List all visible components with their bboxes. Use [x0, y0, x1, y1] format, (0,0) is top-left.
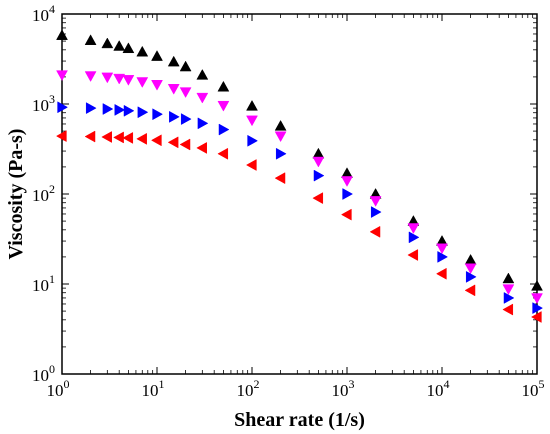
data-point [274, 131, 287, 143]
data-point [502, 303, 514, 316]
data-point [150, 134, 162, 147]
data-point [122, 131, 134, 144]
data-point [274, 172, 286, 185]
data-point [102, 103, 114, 115]
series-3 [55, 130, 542, 323]
data-point [274, 119, 287, 131]
data-point [123, 104, 135, 117]
data-point [196, 142, 207, 154]
data-point [136, 77, 149, 88]
data-point [101, 131, 112, 143]
data-point [197, 117, 209, 130]
data-point [151, 50, 163, 61]
data-point [247, 134, 259, 147]
data-point [113, 73, 126, 85]
data-point [218, 123, 230, 136]
data-point [56, 29, 68, 40]
data-point [84, 130, 96, 143]
data-point [502, 284, 515, 296]
series-1 [56, 70, 543, 304]
data-point [342, 188, 354, 200]
data-point [312, 192, 324, 205]
y-tick-label: 104 [32, 2, 55, 25]
data-point [369, 225, 381, 238]
data-point [408, 231, 420, 244]
data-point [407, 223, 420, 234]
data-layer [55, 29, 544, 323]
x-tick-label: 101 [142, 377, 165, 400]
y-tick-label: 100 [32, 362, 55, 385]
data-point [152, 108, 164, 121]
data-point [196, 92, 209, 104]
data-point [113, 40, 126, 51]
data-point [136, 45, 149, 57]
data-point [179, 60, 192, 72]
data-point [114, 103, 126, 116]
data-point [122, 42, 135, 54]
data-point [464, 263, 477, 275]
data-point [169, 110, 180, 123]
data-point [531, 293, 543, 304]
data-point [56, 70, 68, 82]
data-point [179, 87, 192, 98]
data-point [313, 169, 325, 182]
data-point [436, 243, 448, 255]
x-tick-label: 102 [237, 377, 260, 400]
data-point [503, 292, 515, 304]
data-point [167, 136, 179, 149]
data-point [122, 75, 135, 86]
data-point [370, 206, 382, 218]
data-point [101, 72, 114, 84]
data-point [369, 196, 382, 207]
y-axis-label: Viscosity (Pa-s) [5, 129, 27, 260]
data-point [246, 115, 258, 127]
data-point [136, 132, 147, 145]
x-tick-label: 103 [332, 377, 355, 400]
ticks-layer: 100 101 102 103 104 105 100 101 102 103 104 [32, 2, 545, 400]
x-tick-label: 100 [47, 377, 70, 400]
data-point [312, 156, 325, 168]
data-point [57, 101, 69, 114]
data-point [464, 284, 476, 297]
data-point [530, 311, 542, 323]
data-point [167, 55, 180, 67]
data-point [502, 272, 515, 284]
data-point [435, 267, 447, 280]
data-point [437, 250, 449, 263]
y-tick-label: 101 [32, 272, 55, 295]
data-point [531, 279, 543, 291]
data-point [340, 208, 352, 221]
data-point [137, 106, 149, 119]
x-tick-label: 104 [427, 377, 450, 400]
data-point [465, 270, 477, 283]
data-point [196, 68, 209, 80]
data-point [180, 113, 192, 125]
x-tick-label: 105 [522, 377, 545, 400]
data-point [151, 80, 163, 91]
data-point [407, 249, 419, 261]
y-tick-label: 103 [32, 92, 55, 115]
data-point [217, 147, 229, 160]
y-tick-label: 102 [32, 182, 55, 205]
plot-area [61, 13, 538, 375]
data-point [245, 159, 257, 171]
data-point [167, 84, 180, 95]
x-axis-label: Shear rate (1/s) [234, 409, 365, 431]
series-2 [57, 101, 544, 315]
data-point [179, 138, 191, 151]
data-point [55, 130, 67, 143]
data-point [341, 176, 353, 187]
series-0 [56, 29, 543, 291]
data-point [217, 100, 230, 112]
data-point [217, 80, 230, 92]
data-point [84, 71, 97, 82]
data-point [275, 147, 287, 160]
data-point [101, 37, 114, 49]
data-point [85, 102, 97, 115]
data-point [246, 99, 258, 111]
data-point [84, 34, 97, 45]
data-point [532, 302, 544, 315]
